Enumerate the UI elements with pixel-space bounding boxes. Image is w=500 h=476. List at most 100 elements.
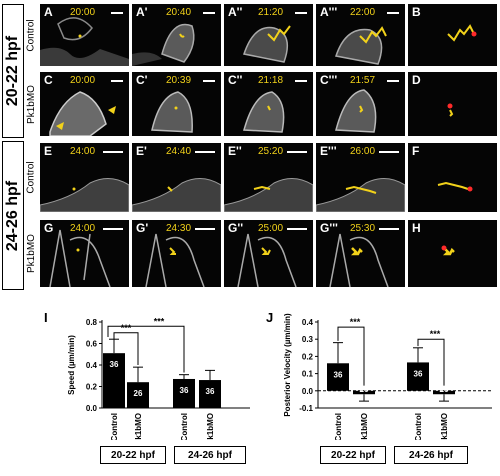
chart-significance-label: *** — [430, 329, 441, 339]
chart-bar — [353, 390, 375, 395]
chart-n-label: 26 — [134, 389, 143, 398]
panel-a3: A''' 22:00 — [316, 4, 405, 66]
stage-label-early: 20-22 hpf — [2, 4, 24, 138]
chart-significance-bracket — [417, 338, 445, 386]
panel-g2: G'' 25:00 — [224, 220, 313, 287]
chart-significance-bracket — [337, 326, 365, 386]
panel-time: 20:00 — [70, 7, 96, 18]
chart-significance-label: *** — [154, 316, 165, 326]
chart-bar — [327, 363, 349, 391]
panel-letter: A''' — [320, 5, 338, 19]
chart-n-label: 36 — [414, 369, 423, 378]
panel-letter: C''' — [320, 73, 338, 87]
panel-time: 24:30 — [166, 223, 192, 234]
row-label-text: Pk1bMO — [25, 234, 37, 273]
chart-bar — [433, 390, 455, 395]
chart-category-label: Pk1bMO — [440, 413, 449, 440]
chart-ytick-label: 0.8 — [86, 318, 98, 327]
panel-letter: D — [412, 73, 421, 87]
panel-letter: E' — [136, 144, 147, 158]
scale-bar — [195, 151, 215, 153]
panel-b: B — [408, 4, 497, 66]
scale-bar — [295, 80, 307, 82]
chart-ylabel: Speed (µm/min) — [67, 335, 76, 395]
stage-label-early-text: 20-22 hpf — [4, 35, 21, 107]
panel-c3: C''' 21:57 — [316, 72, 405, 136]
panel-letter: H — [412, 221, 421, 235]
scale-bar — [111, 80, 123, 82]
chart-ytick-label: 0.2 — [302, 352, 314, 361]
panel-letter: E''' — [320, 144, 337, 158]
panel-a2: A'' 21:20 — [224, 4, 313, 66]
chart-bar — [199, 380, 221, 408]
row-label-control-early: Control — [24, 4, 38, 66]
scale-bar — [103, 228, 123, 230]
scale-bar — [379, 151, 399, 153]
panel-letter: C — [44, 73, 53, 87]
scale-bar — [103, 151, 123, 153]
panel-h: H — [408, 220, 497, 287]
chart-bar — [127, 382, 149, 408]
chart-panel-letter: J — [266, 310, 273, 325]
panel-time: 20:00 — [70, 75, 96, 86]
chart-ytick-label: 0.0 — [302, 387, 314, 396]
panel-time: 24:00 — [70, 146, 96, 157]
panel-a: A 20:00 — [40, 4, 129, 66]
chart-bar — [407, 362, 429, 391]
chart-ytick-label: 0.4 — [302, 318, 314, 327]
chart-speed: I Speed (µm/min) 0.0 0.2 0.4 0.6 0.8 36 Control 2… — [44, 310, 250, 440]
panel-letter: A' — [136, 5, 148, 19]
group-label-j-late: 24-26 hpf — [394, 446, 468, 464]
chart-bar — [173, 378, 195, 408]
panel-time: 21:18 — [258, 75, 284, 86]
panel-time: 20:39 — [166, 75, 192, 86]
group-label-text: 20-22 hpf — [331, 449, 375, 461]
scale-bar — [287, 228, 307, 230]
group-label-j-early: 20-22 hpf — [320, 446, 386, 464]
scale-bar — [111, 12, 123, 14]
chart-category-label: Control — [180, 413, 189, 440]
panel-letter: G'' — [228, 221, 244, 235]
panel-time: 25:00 — [258, 223, 284, 234]
panel-letter: E — [44, 144, 53, 158]
panel-letter: A'' — [228, 5, 243, 19]
scale-bar — [203, 12, 215, 14]
chart-n-label: 36 — [334, 370, 343, 379]
scale-bar — [195, 228, 215, 230]
panel-letter: B — [412, 5, 421, 19]
chart-category-label: Pk1bMO — [134, 413, 143, 440]
panel-a1: A' 20:40 — [132, 4, 221, 66]
panel-time: 24:40 — [166, 146, 192, 157]
panel-time: 25:20 — [258, 146, 284, 157]
panel-c1: C' 20:39 — [132, 72, 221, 136]
chart-category-label: Control — [414, 413, 423, 440]
chart-n-label: 36 — [206, 387, 215, 396]
row-label-text: Control — [25, 161, 37, 194]
panel-g: G 24:00 — [40, 220, 129, 287]
chart-category-label: Pk1bMO — [360, 413, 369, 440]
chart-ytick-label: 0.2 — [86, 383, 98, 392]
chart-significance-bracket — [107, 325, 185, 373]
scale-bar — [379, 228, 399, 230]
chart-significance-label: *** — [350, 317, 361, 327]
group-label-text: 24-26 hpf — [409, 449, 453, 461]
chart-ytick-label: 0.4 — [86, 361, 98, 370]
panel-letter: C'' — [228, 73, 243, 87]
row-label-pk1bmo-early: Pk1bMO — [24, 72, 38, 136]
panel-time: 25:30 — [350, 223, 376, 234]
chart-ytick-label: -0.1 — [299, 404, 313, 413]
scale-bar — [203, 80, 215, 82]
chart-category-label: Control — [334, 413, 343, 440]
panel-letter: G' — [136, 221, 149, 235]
group-label-i-late: 24-26 hpf — [174, 446, 246, 464]
panel-time: 22:00 — [350, 7, 376, 18]
panel-letter: G''' — [320, 221, 338, 235]
panel-letter: C' — [136, 73, 148, 87]
panel-time: 26:00 — [350, 146, 376, 157]
row-label-text: Control — [25, 18, 37, 52]
panel-letter: E'' — [228, 144, 242, 158]
chart-n-label: 26 — [360, 385, 369, 394]
chart-ytick-label: 0.0 — [86, 404, 98, 413]
panel-d: D — [408, 72, 497, 136]
scale-bar — [387, 12, 399, 14]
